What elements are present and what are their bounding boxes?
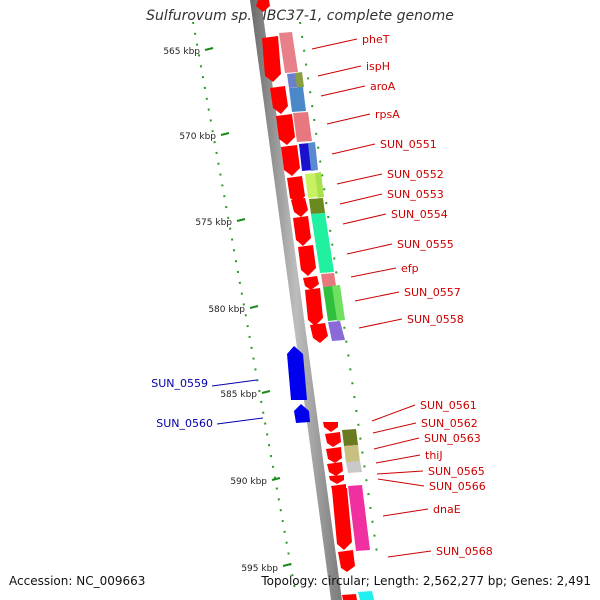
cog-band	[348, 485, 370, 551]
gene-label-rpsA[interactable]: rpsA	[375, 108, 400, 121]
gene-arrow[interactable]	[298, 245, 316, 276]
scale-label-570: 570 kbp	[179, 132, 216, 142]
gene-arrow[interactable]	[256, 0, 270, 12]
forward-strand-genes	[256, 0, 357, 600]
gene-label-SUN_0551[interactable]: SUN_0551	[380, 138, 437, 151]
cog-band	[311, 213, 334, 273]
gene-arrow[interactable]	[291, 198, 308, 217]
gene-arrow[interactable]	[329, 475, 344, 484]
cog-bands	[279, 32, 374, 600]
scale-tick-570: 570 kbp	[179, 132, 230, 142]
cog-band	[344, 445, 360, 463]
gene-arrow[interactable]	[327, 462, 343, 476]
scale-tick-595: 595 kbp	[241, 563, 292, 574]
cog-band	[315, 172, 324, 198]
scale-tick-580: 580 kbp	[208, 305, 259, 315]
gene-label-SUN_0553[interactable]: SUN_0553	[387, 188, 444, 201]
gene-label-dnaE[interactable]: dnaE	[433, 503, 461, 516]
gene-arrow[interactable]	[310, 323, 328, 343]
gene-label-SUN_0557[interactable]: SUN_0557	[404, 286, 461, 299]
gene-label-SUN_0561[interactable]: SUN_0561	[420, 399, 477, 412]
cog-band	[287, 73, 298, 88]
gene-arrow[interactable]	[287, 176, 305, 204]
gene-arrow[interactable]	[294, 404, 310, 423]
scale-ticks: 565 kbp 570 kbp 575 kbp 580 kbp 585 kbp …	[163, 47, 292, 574]
cog-band	[289, 87, 306, 112]
cog-band	[321, 273, 336, 287]
gene-arrow[interactable]	[270, 86, 288, 114]
cog-band	[279, 32, 298, 73]
gene-label-SUN_0559[interactable]: SUN_0559	[151, 377, 208, 390]
cog-band	[293, 112, 312, 142]
genome-backbone	[250, 0, 342, 600]
reverse-strand-genes	[287, 346, 310, 423]
gene-label-aroA[interactable]: aroA	[370, 80, 396, 93]
scale-label-580: 580 kbp	[208, 305, 245, 315]
gene-label-SUN_0554[interactable]: SUN_0554	[391, 208, 448, 221]
gene-label-pheT[interactable]: pheT	[362, 33, 390, 46]
scale-tick-585: 585 kbp	[220, 390, 271, 400]
accession-text: Accession: NC_009663	[9, 574, 146, 588]
scale-label-595: 595 kbp	[241, 564, 278, 574]
gene-label-SUN_0560[interactable]: SUN_0560	[156, 417, 213, 430]
scale-label-575: 575 kbp	[195, 218, 232, 228]
cog-band	[305, 173, 318, 198]
gene-arrow[interactable]	[276, 114, 295, 145]
gene-label-SUN_0568[interactable]: SUN_0568	[436, 545, 493, 558]
gene-arrow[interactable]	[303, 276, 319, 290]
cog-band	[328, 321, 345, 341]
gene-label-thiJ[interactable]: thiJ	[425, 449, 443, 462]
genome-title: Sulfurovum sp. NBC37-1, complete genome	[146, 8, 454, 24]
scale-tick-565: 565 kbp	[163, 47, 214, 57]
scale-label-590: 590 kbp	[230, 477, 267, 487]
cog-band	[309, 198, 325, 214]
cog-band	[332, 285, 345, 321]
cog-band	[308, 142, 318, 171]
gene-label-SUN_0566[interactable]: SUN_0566	[429, 480, 486, 493]
gene-label-SUN_0552[interactable]: SUN_0552	[387, 168, 444, 181]
scale-tick-590: 590 kbp	[230, 477, 281, 487]
gene-label-SUN_0565[interactable]: SUN_0565	[428, 465, 485, 478]
gene-arrow[interactable]	[281, 145, 300, 176]
cog-band	[342, 429, 358, 446]
gene-label-ispH[interactable]: ispH	[366, 60, 390, 73]
gene-arrow[interactable]	[326, 447, 342, 463]
scale-tick-575: 575 kbp	[195, 218, 246, 228]
gene-label-SUN_0563[interactable]: SUN_0563	[424, 432, 481, 445]
scale-label-585: 585 kbp	[220, 390, 257, 400]
gene-label-SUN_0562[interactable]: SUN_0562	[421, 417, 478, 430]
cog-band	[358, 591, 374, 600]
gene-arrow[interactable]	[262, 36, 281, 82]
tick-track	[192, 21, 379, 596]
scale-label-565: 565 kbp	[163, 47, 200, 57]
gene-arrow[interactable]	[287, 346, 307, 400]
cog-band	[295, 72, 304, 88]
gene-arrow[interactable]	[342, 594, 357, 600]
gene-label-efp[interactable]: efp	[401, 262, 419, 275]
topology-text: Topology: circular; Length: 2,562,277 bp…	[261, 574, 591, 588]
gene-arrow[interactable]	[323, 422, 338, 432]
gene-arrow[interactable]	[293, 216, 311, 246]
gene-label-SUN_0558[interactable]: SUN_0558	[407, 313, 464, 326]
cog-band	[346, 461, 362, 473]
gene-label-SUN_0555[interactable]: SUN_0555	[397, 238, 454, 251]
gene-arrow[interactable]	[338, 550, 355, 572]
gene-arrow[interactable]	[305, 288, 323, 326]
gene-arrow[interactable]	[332, 488, 352, 550]
forward-gene-labels: pheT ispH aroA rpsA SUN_0551 SUN_0552 SU…	[311, 33, 493, 558]
gene-arrow[interactable]	[325, 432, 341, 447]
reverse-gene-labels: SUN_0559 SUN_0560	[151, 377, 264, 430]
